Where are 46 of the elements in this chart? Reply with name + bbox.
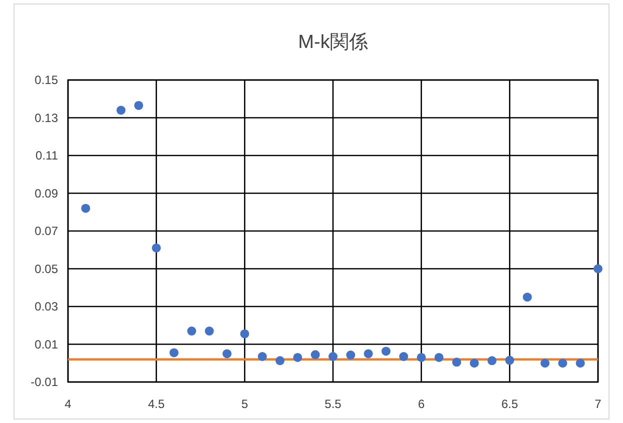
y-tick-label: 0.03 — [34, 300, 58, 314]
point — [293, 352, 302, 362]
point — [240, 329, 250, 338]
point — [505, 356, 514, 365]
x-tick-label: 5 — [241, 397, 248, 411]
x-tick-label: 6.5 — [501, 397, 518, 411]
x-tick-label: 5.5 — [324, 397, 342, 411]
point — [399, 352, 408, 362]
point — [576, 358, 585, 368]
point — [594, 264, 602, 274]
point — [310, 350, 320, 360]
y-tick-label: 0.01 — [34, 337, 58, 352]
point — [416, 352, 426, 362]
point — [364, 349, 373, 358]
point — [470, 358, 479, 368]
point — [116, 106, 126, 115]
point — [488, 356, 496, 366]
point — [81, 204, 90, 213]
point — [558, 358, 568, 368]
x-tick-label: 6 — [418, 397, 425, 411]
point — [222, 349, 232, 358]
y-tick-label: 0.13 — [34, 110, 58, 125]
point — [434, 352, 444, 362]
point — [187, 326, 196, 336]
point — [328, 352, 338, 362]
point — [540, 358, 550, 368]
y-tick-label: -0.01 — [30, 375, 58, 389]
chart-title: M-k関係 — [298, 32, 368, 53]
point — [276, 356, 284, 366]
y-tick-label: 0.09 — [34, 186, 58, 200]
point — [382, 346, 390, 356]
y-tick-label: 0.07 — [34, 224, 58, 238]
point — [346, 350, 356, 360]
point — [258, 352, 267, 362]
y-tick-label: 0.11 — [36, 148, 58, 162]
y-tick-label: 0.15 — [34, 73, 58, 87]
y-tick-label: 0.05 — [34, 262, 58, 276]
point — [452, 358, 462, 367]
x-tick-label: 7 — [594, 397, 602, 411]
point — [152, 243, 161, 252]
point — [204, 326, 214, 336]
point — [522, 292, 532, 302]
x-tick-label: 4.5 — [148, 397, 165, 411]
point — [170, 348, 178, 358]
point — [134, 100, 144, 110]
x-tick-label: 4 — [64, 397, 72, 411]
